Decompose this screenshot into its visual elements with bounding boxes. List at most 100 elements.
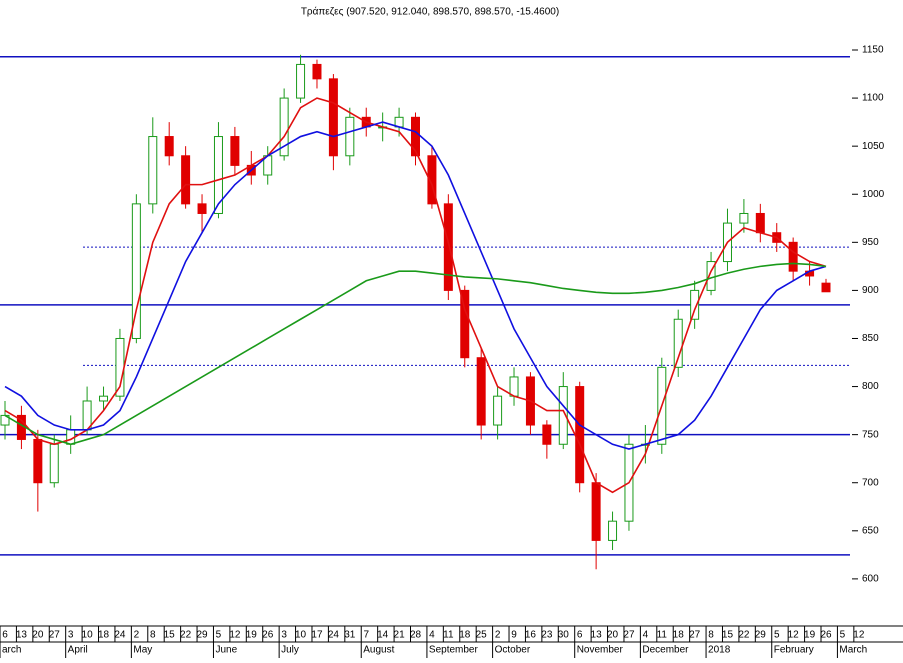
x-tick-label: 18 [459, 630, 471, 641]
x-tick-label: 18 [673, 630, 685, 641]
moving-average-line [4, 262, 827, 446]
month-label: October [495, 645, 531, 656]
x-tick-label: 2 [134, 630, 140, 641]
x-tick-label: 21 [394, 630, 406, 641]
moving-average-line [4, 121, 827, 450]
x-tick-label: 18 [98, 630, 110, 641]
x-tick-label: 10 [82, 630, 94, 641]
y-tick-label: 650 [862, 525, 879, 536]
month-label: February [774, 645, 814, 656]
month-label: arch [2, 645, 21, 656]
x-tick-label: 27 [623, 630, 635, 641]
x-tick-label: 26 [262, 630, 274, 641]
x-tick-label: 19 [246, 630, 258, 641]
month-label: November [577, 645, 624, 656]
month-label: December [642, 645, 689, 656]
candle-body [509, 376, 519, 397]
candle-body [608, 520, 618, 541]
y-tick-label: 900 [862, 285, 879, 296]
candle-body [493, 395, 503, 426]
x-tick-label: 11 [443, 630, 454, 641]
month-label: May [133, 645, 152, 656]
candle-body [197, 203, 207, 214]
month-label: August [363, 645, 394, 656]
x-tick-label: 29 [196, 630, 208, 641]
candle-body [296, 63, 306, 99]
x-tick-label: 3 [68, 630, 74, 641]
candle-body [755, 212, 765, 234]
x-tick-label: 20 [32, 630, 44, 641]
x-tick-label: 12 [229, 630, 241, 641]
candle-body [148, 136, 158, 205]
x-tick-label: 11 [657, 630, 668, 641]
x-tick-label: 24 [114, 630, 126, 641]
candle-body [411, 116, 420, 157]
x-tick-label: 7 [363, 630, 369, 641]
x-tick-label: 16 [525, 630, 537, 641]
x-tick-label: 15 [164, 630, 176, 641]
x-tick-label: 19 [804, 630, 816, 641]
candle-body [460, 289, 470, 359]
x-tick-label: 6 [577, 630, 583, 641]
x-tick-label: 22 [738, 630, 750, 641]
x-tick-label: 3 [281, 630, 287, 641]
y-tick-label: 800 [862, 381, 879, 392]
candle-body [230, 136, 240, 166]
x-tick-label: 24 [328, 630, 340, 641]
x-tick-label: 4 [429, 630, 435, 641]
candle-body [788, 241, 798, 272]
candle-body [673, 318, 683, 368]
candle-body [443, 203, 453, 291]
candle-body [328, 78, 338, 157]
candle-body [164, 136, 174, 157]
candle-body [821, 282, 831, 293]
y-tick-label: 600 [862, 574, 879, 585]
candle-body [213, 136, 223, 214]
candle-body [33, 438, 43, 484]
x-tick-label: 17 [311, 630, 323, 641]
month-label: July [281, 645, 299, 656]
x-tick-label: 31 [344, 630, 356, 641]
candle-body [99, 395, 109, 402]
x-tick-label: 23 [541, 630, 553, 641]
x-tick-label: 29 [755, 630, 767, 641]
x-tick-label: 12 [788, 630, 800, 641]
candle-body [591, 482, 601, 541]
y-tick-label: 700 [862, 477, 879, 488]
candle-body [427, 155, 437, 205]
candle-body [542, 424, 552, 445]
candle-body [476, 357, 486, 426]
x-tick-label: 15 [722, 630, 734, 641]
x-tick-label: 8 [150, 630, 156, 641]
x-tick-label: 5 [840, 630, 846, 641]
x-tick-label: 8 [708, 630, 714, 641]
y-tick-label: 1100 [862, 93, 884, 104]
y-tick-label: 1000 [862, 189, 885, 200]
x-tick-label: 10 [295, 630, 307, 641]
x-tick-label: 30 [558, 630, 570, 641]
candle-body [345, 116, 355, 157]
candle-body [558, 386, 568, 445]
candle-body [575, 386, 585, 484]
moving-average-line [4, 97, 827, 494]
x-tick-label: 28 [410, 630, 422, 641]
x-tick-label: 13 [591, 630, 603, 641]
y-tick-label: 750 [862, 429, 879, 440]
x-tick-label: 22 [180, 630, 192, 641]
candle-body [49, 443, 59, 484]
x-tick-label: 25 [476, 630, 488, 641]
x-tick-label: 26 [820, 630, 832, 641]
y-tick-label: 1050 [862, 141, 885, 152]
x-tick-label: 5 [216, 630, 222, 641]
candle-body [181, 155, 191, 205]
x-tick-label: 12 [853, 630, 865, 641]
x-tick-label: 9 [511, 630, 517, 641]
x-tick-label: 13 [16, 630, 28, 641]
candle-body [279, 97, 289, 157]
month-label: June [215, 645, 237, 656]
candle-body [739, 212, 749, 224]
candle-body [690, 289, 700, 320]
x-tick-label: 4 [643, 630, 649, 641]
